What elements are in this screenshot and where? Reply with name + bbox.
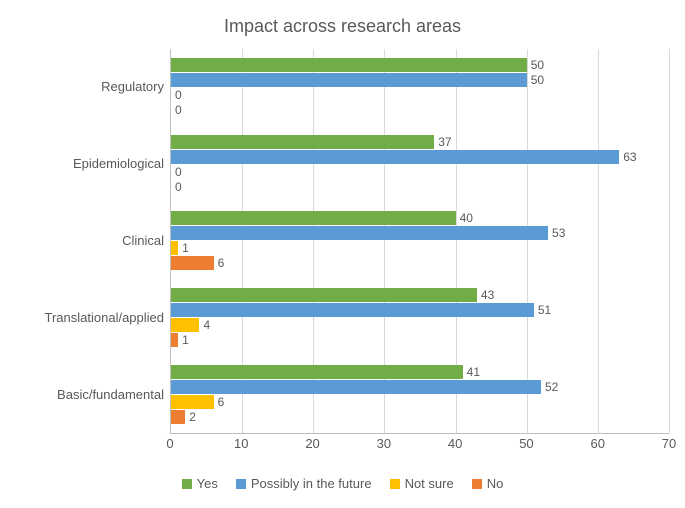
category-group: 41 52 6 2: [171, 360, 669, 430]
bar: [171, 288, 477, 302]
bar-value-label: 53: [552, 226, 565, 240]
bar-row: 50: [171, 73, 669, 87]
legend-item: Not sure: [390, 476, 454, 491]
legend-swatch: [390, 479, 400, 489]
bar: [171, 395, 214, 409]
bar-value-label: 41: [467, 365, 480, 379]
bar: [171, 241, 178, 255]
legend-item: Yes: [182, 476, 218, 491]
legend-label: Yes: [197, 476, 218, 491]
bar-value-label: 0: [175, 180, 182, 194]
bar-row: 2: [171, 410, 669, 424]
bar: [171, 256, 214, 270]
bar: [171, 135, 434, 149]
bar-value-label: 50: [531, 58, 544, 72]
legend-label: Possibly in the future: [251, 476, 372, 491]
bar-row: 0: [171, 180, 669, 194]
bar-groups: 505000376300405316435141415262: [171, 49, 669, 433]
bar-value-label: 0: [175, 88, 182, 102]
y-axis-label: Basic/fundamental: [57, 388, 164, 402]
bar: [171, 73, 527, 87]
bar-value-label: 50: [531, 73, 544, 87]
bar-row: 0: [171, 88, 669, 102]
category-group: 37 63 00: [171, 129, 669, 199]
bar-row: 40: [171, 211, 669, 225]
x-axis: 010203040506070: [170, 434, 669, 454]
bar: [171, 380, 541, 394]
bar-row: 0: [171, 103, 669, 117]
bar: [171, 150, 619, 164]
bar-row: 51: [171, 303, 669, 317]
y-axis-label: Clinical: [122, 234, 164, 248]
category-group: 40 53 1 6: [171, 206, 669, 276]
legend-item: No: [472, 476, 504, 491]
bar-value-label: 37: [438, 135, 451, 149]
bar-row: 63: [171, 150, 669, 164]
bar-value-label: 0: [175, 165, 182, 179]
plot-area: 505000376300405316435141415262: [170, 49, 669, 434]
gridline: [669, 49, 670, 433]
legend: Yes Possibly in the future Not sure No: [16, 476, 669, 491]
bar-row: 6: [171, 256, 669, 270]
bar-row: 6: [171, 395, 669, 409]
bar: [171, 365, 463, 379]
bar-row: 1: [171, 241, 669, 255]
bar-value-label: 43: [481, 288, 494, 302]
y-axis-label: Epidemiological: [73, 157, 164, 171]
bar-row: 52: [171, 380, 669, 394]
y-axis-label: Translational/applied: [45, 311, 164, 325]
bar: [171, 211, 456, 225]
legend-swatch: [472, 479, 482, 489]
bar: [171, 410, 185, 424]
legend-item: Possibly in the future: [236, 476, 372, 491]
bar-value-label: 63: [623, 150, 636, 164]
bar-row: 53: [171, 226, 669, 240]
bar-row: 1: [171, 333, 669, 347]
bar-value-label: 52: [545, 380, 558, 394]
bar: [171, 226, 548, 240]
legend-label: Not sure: [405, 476, 454, 491]
legend-swatch: [182, 479, 192, 489]
chart-title: Impact across research areas: [16, 16, 669, 37]
bar-value-label: 6: [218, 395, 225, 409]
bar-value-label: 0: [175, 103, 182, 117]
bar: [171, 303, 534, 317]
bar: [171, 58, 527, 72]
legend-label: No: [487, 476, 504, 491]
category-group: 43 51 41: [171, 283, 669, 353]
chart-container: Impact across research areas Regulatory E…: [0, 0, 685, 508]
bar-value-label: 1: [182, 241, 189, 255]
bar: [171, 318, 199, 332]
bar-row: 41: [171, 365, 669, 379]
y-axis-label: Regulatory: [101, 80, 164, 94]
bar-value-label: 40: [460, 211, 473, 225]
bar-row: 0: [171, 165, 669, 179]
bar-row: 50: [171, 58, 669, 72]
y-axis-labels: Regulatory Epidemiological Clinical Transla…: [16, 49, 170, 434]
bar-value-label: 2: [189, 410, 196, 424]
bar-value-label: 4: [203, 318, 210, 332]
bar: [171, 333, 178, 347]
plot: Regulatory Epidemiological Clinical Transla…: [16, 49, 669, 434]
bar-value-label: 51: [538, 303, 551, 317]
bar-row: 37: [171, 135, 669, 149]
category-group: 5050 00: [171, 52, 669, 122]
bar-value-label: 6: [218, 256, 225, 270]
bar-value-label: 1: [182, 333, 189, 347]
bar-row: 43: [171, 288, 669, 302]
bar-row: 4: [171, 318, 669, 332]
legend-swatch: [236, 479, 246, 489]
